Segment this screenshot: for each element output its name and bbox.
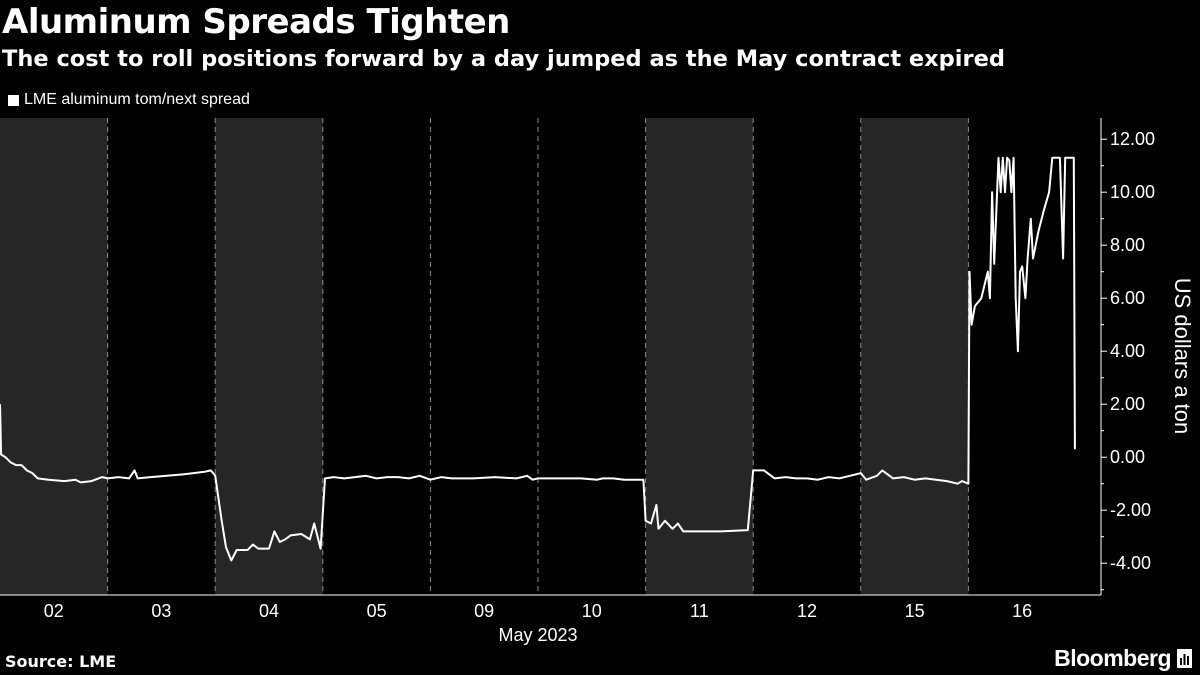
y-tick-label: 6.00 xyxy=(1110,288,1145,308)
x-tick-label-02: 02 xyxy=(44,601,64,621)
y-axis-title: US dollars a ton xyxy=(1170,278,1195,435)
y-tick-label: 0.00 xyxy=(1110,447,1145,467)
brand-wordmark: Bloomberg xyxy=(1054,645,1171,671)
y-tick-label: 12.00 xyxy=(1110,129,1155,149)
x-tick-label-09: 09 xyxy=(474,601,494,621)
bloomberg-logo: Bloomberg xyxy=(1054,645,1192,672)
source-note: Source: LME xyxy=(5,652,117,671)
day-band-15 xyxy=(860,118,969,595)
x-tick-label-12: 12 xyxy=(797,601,817,621)
day-band-02 xyxy=(0,118,108,595)
x-axis-title: May 2023 xyxy=(498,625,577,645)
y-tick-label: -2.00 xyxy=(1110,500,1151,520)
legend-swatch xyxy=(8,94,19,106)
x-tick-label-03: 03 xyxy=(151,601,171,621)
x-tick-label-15: 15 xyxy=(905,601,925,621)
legend: LME aluminum tom/next spread xyxy=(8,91,250,109)
y-tick-label: 2.00 xyxy=(1110,394,1145,414)
y-tick-label: 4.00 xyxy=(1110,341,1145,361)
day-band-04 xyxy=(215,118,323,595)
legend-label: LME aluminum tom/next spread xyxy=(24,91,250,108)
y-tick-label: -4.00 xyxy=(1110,553,1151,573)
x-tick-label-04: 04 xyxy=(259,601,279,621)
x-tick-label-11: 11 xyxy=(690,601,709,621)
day-band-11 xyxy=(645,118,754,595)
chart-subtitle: The cost to roll positions forward by a … xyxy=(2,46,1005,72)
y-tick-label: 10.00 xyxy=(1110,182,1155,202)
y-tick-label: 8.00 xyxy=(1110,235,1145,255)
x-tick-label-10: 10 xyxy=(582,601,602,621)
x-tick-label-05: 05 xyxy=(367,601,387,621)
x-tick-label-16: 16 xyxy=(1012,601,1032,621)
chart-title: Aluminum Spreads Tighten xyxy=(2,2,510,42)
series-line-0 xyxy=(0,156,1076,562)
bloomberg-terminal-icon xyxy=(1177,649,1192,668)
